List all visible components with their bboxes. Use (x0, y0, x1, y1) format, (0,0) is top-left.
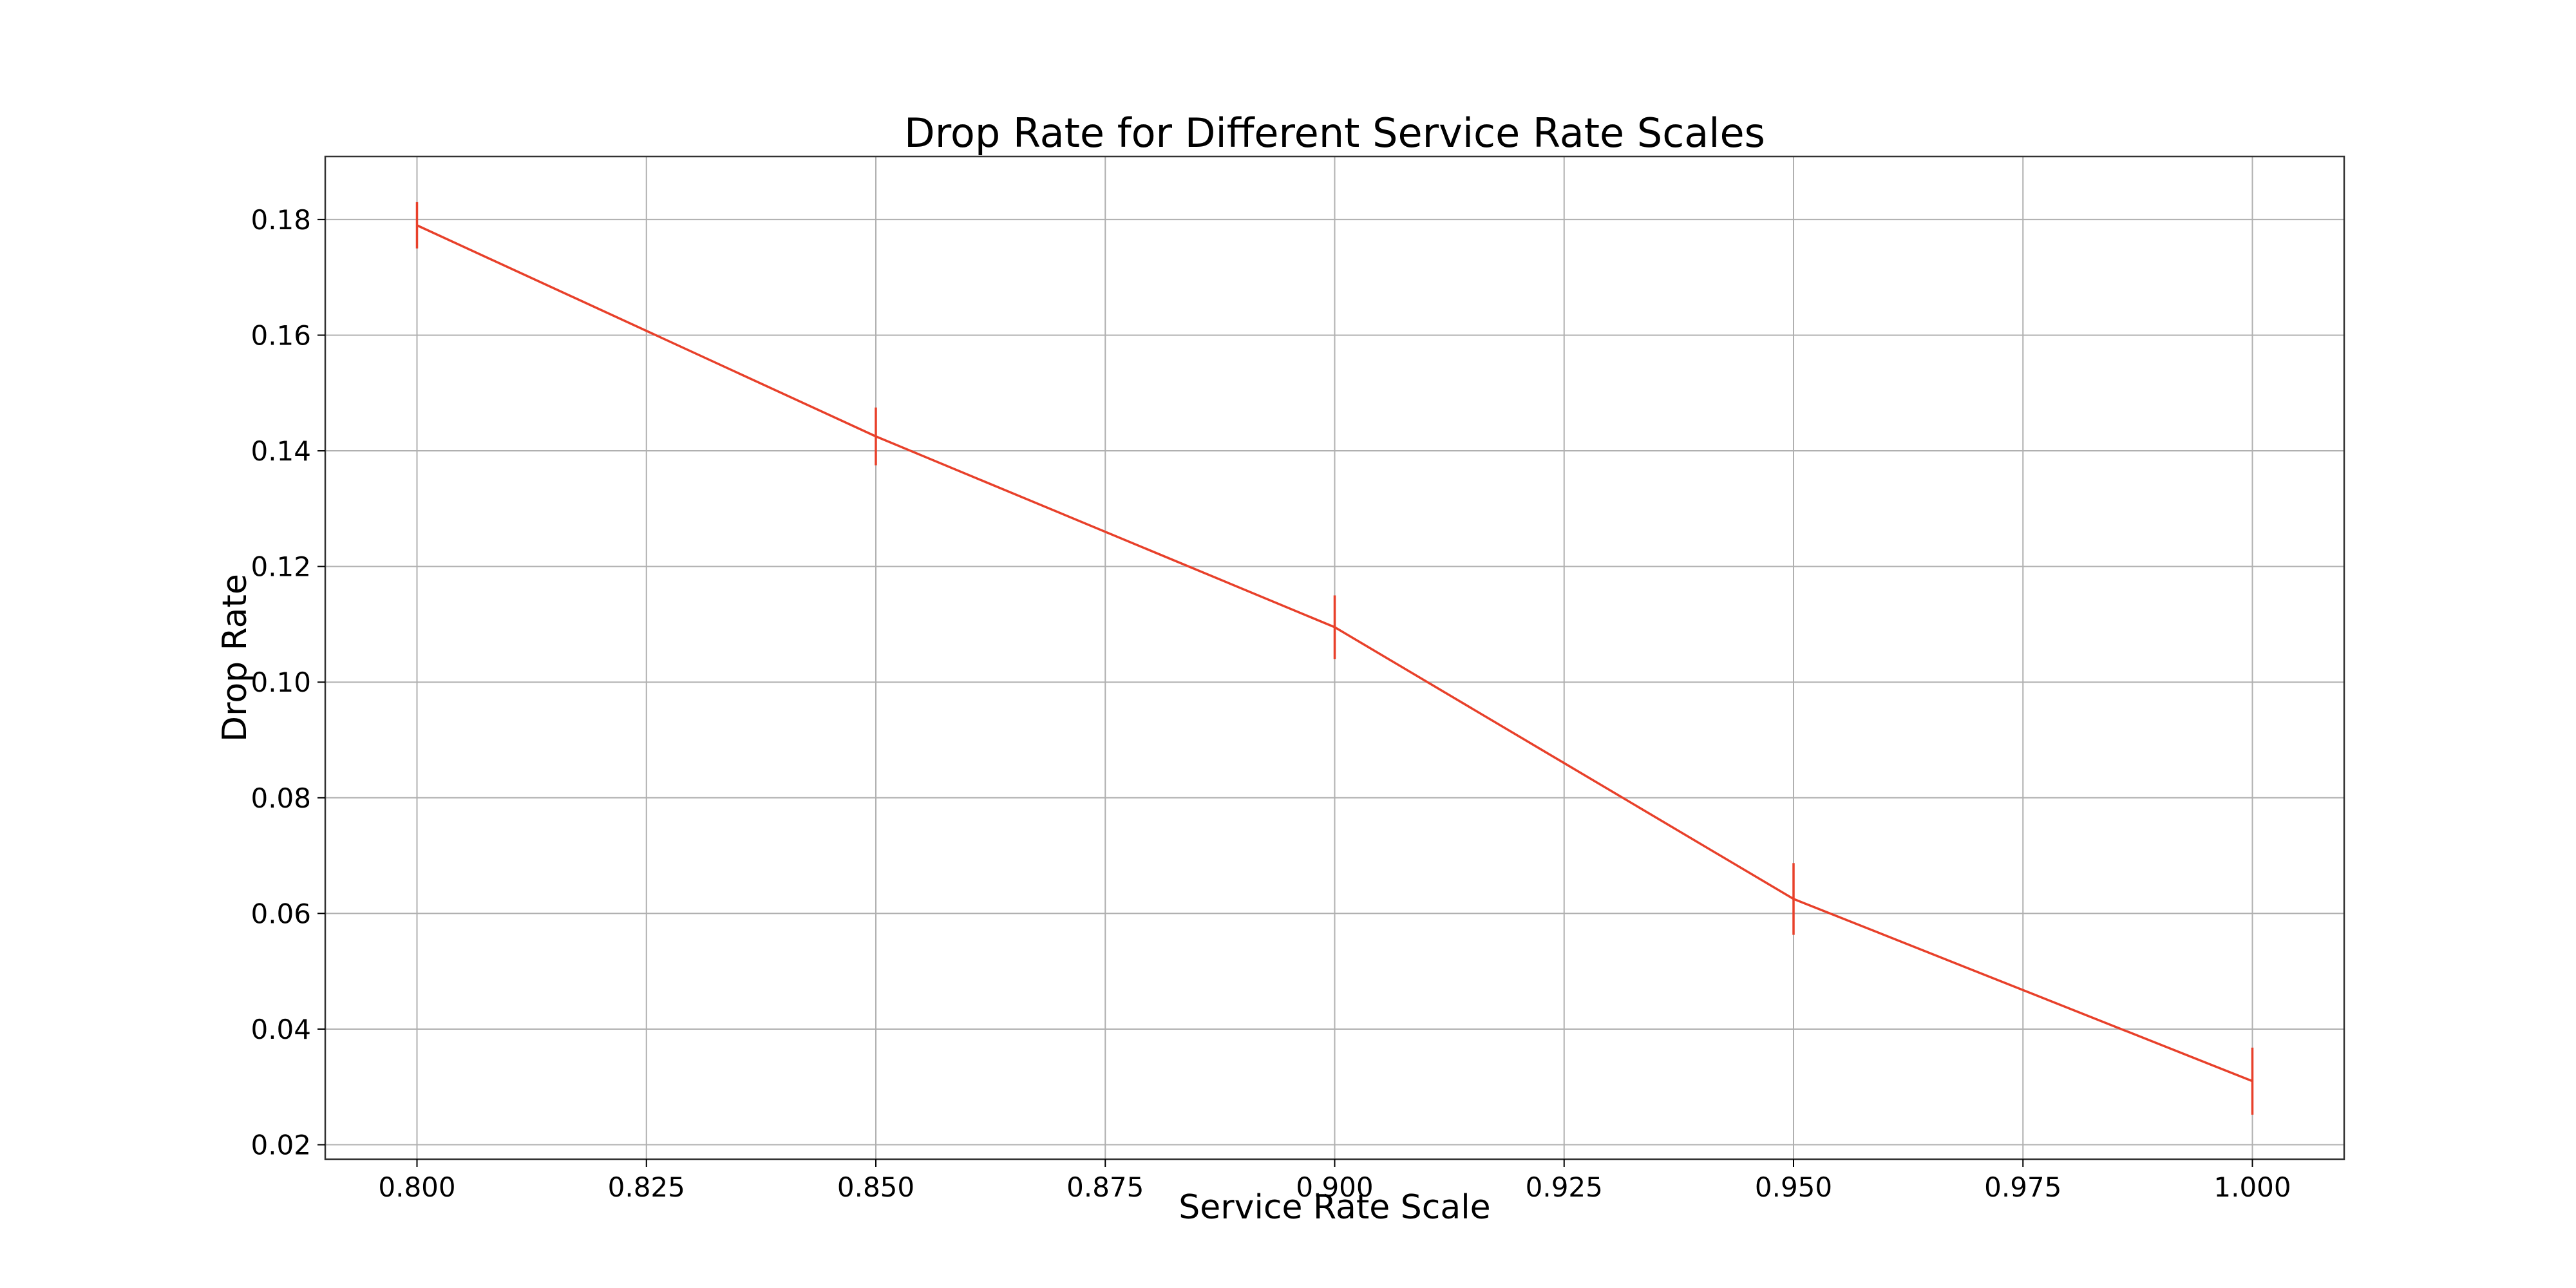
series-layer (415, 202, 2254, 1115)
x-tick-label: 1.000 (2213, 1171, 2291, 1203)
y-axis-title: Drop Rate (216, 574, 254, 742)
x-tick-label: 0.800 (378, 1171, 455, 1203)
y-tick-label: 0.12 (251, 551, 311, 583)
x-tick-label: 0.925 (1526, 1171, 1603, 1203)
x-tick-label: 0.850 (837, 1171, 914, 1203)
x-axis-title: Service Rate Scale (1179, 1188, 1490, 1227)
y-tick-label: 0.14 (251, 435, 311, 467)
y-axis-ticks: 0.02 0.04 0.06 0.08 0.10 0.12 0.14 0.16 0.18 (251, 204, 325, 1161)
x-tick-label: 0.975 (1984, 1171, 2061, 1203)
x-axis-ticks: 0.800 0.825 0.850 0.875 0.900 0.925 0.950 0.975… (378, 1159, 2291, 1203)
x-tick-label: 0.825 (608, 1171, 685, 1203)
chart-title: Drop Rate for Different Service Rate Sca… (904, 109, 1765, 156)
y-tick-label: 0.16 (251, 319, 311, 351)
y-tick-label: 0.04 (251, 1014, 311, 1045)
x-tick-label: 0.950 (1755, 1171, 1832, 1203)
y-tick-label: 0.18 (251, 204, 311, 236)
x-tick-label: 0.875 (1066, 1171, 1144, 1203)
y-tick-label: 0.08 (251, 782, 311, 814)
y-tick-label: 0.02 (251, 1130, 311, 1161)
y-tick-label: 0.06 (251, 898, 311, 929)
y-tick-label: 0.10 (251, 667, 311, 698)
x-tick-label: 0.900 (1296, 1171, 1373, 1203)
grid (325, 156, 2344, 1159)
